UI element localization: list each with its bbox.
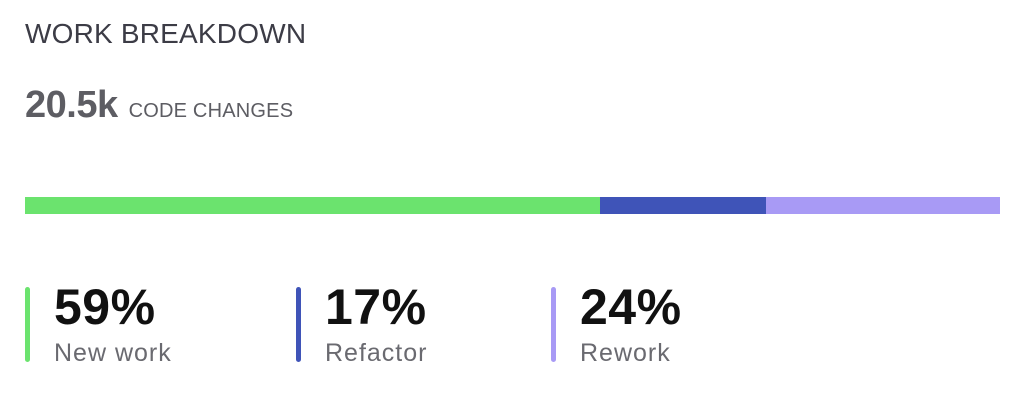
legend-color-marker <box>25 287 30 362</box>
bar-segment-refactor <box>600 197 766 214</box>
legend-label-refactor: Refactor <box>325 339 428 367</box>
total-changes-label: CODE CHANGES <box>128 100 294 122</box>
legend-value-new-work: 59% <box>54 279 156 335</box>
total-changes-value: 20.5k <box>25 84 118 126</box>
card-title: WORK BREAKDOWN <box>25 18 307 49</box>
legend-value-refactor: 17% <box>325 279 427 335</box>
legend: 59% New work 17% Refactor 24% Rework <box>0 279 1024 367</box>
bar-segment-rework <box>766 197 1000 214</box>
bar-segment-new-work <box>25 197 601 214</box>
legend-color-marker <box>551 287 556 362</box>
legend-label-rework: Rework <box>580 339 671 367</box>
stacked-bar <box>25 197 1000 214</box>
legend-label-new-work: New work <box>54 339 172 367</box>
legend-value-rework: 24% <box>580 279 682 335</box>
legend-color-marker <box>296 287 301 362</box>
summary: 20.5k CODE CHANGES <box>25 84 293 127</box>
